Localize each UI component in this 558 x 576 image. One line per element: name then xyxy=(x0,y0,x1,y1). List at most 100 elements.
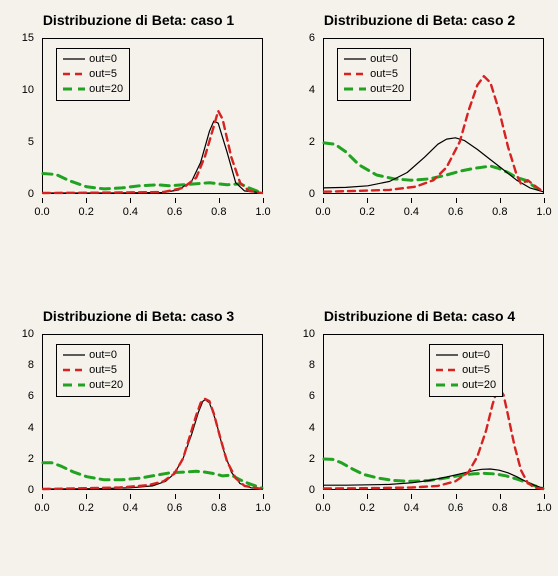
y-axis: 0246810 xyxy=(289,334,319,490)
plot-box: out=0 out=5 out=20 xyxy=(323,38,544,194)
series-s20 xyxy=(324,143,543,192)
x-axis: 0.00.20.40.60.81.0 xyxy=(42,198,263,224)
legend-swatch-icon xyxy=(436,350,458,360)
panel-caso-1: Distribuzione di Beta: caso 1 0 5 10 15 out… xyxy=(8,12,269,268)
plot-box: out=0 out=5 out=20 xyxy=(42,38,263,194)
x-tick-label: 0.4 xyxy=(404,206,419,218)
legend-item: out=0 xyxy=(344,52,404,67)
legend-item: out=5 xyxy=(63,363,123,378)
x-tick-label: 0.0 xyxy=(34,502,49,514)
legend-swatch-icon xyxy=(63,380,85,390)
legend-swatch-icon xyxy=(344,69,366,79)
x-tick-label: 0.4 xyxy=(404,502,419,514)
x-tick-label: 0.8 xyxy=(492,502,507,514)
y-tick-label: 5 xyxy=(28,136,34,148)
legend-item: out=20 xyxy=(63,378,123,393)
chart-grid: Distribuzione di Beta: caso 1 0 5 10 15 out… xyxy=(0,0,558,576)
panel-title: Distribuzione di Beta: caso 2 xyxy=(289,12,550,28)
legend: out=0 out=5 out=20 xyxy=(337,48,411,101)
x-axis: 0.00.20.40.60.81.0 xyxy=(42,494,263,520)
x-tick-label: 0.8 xyxy=(492,206,507,218)
y-tick-label: 10 xyxy=(22,84,34,96)
y-tick-label: 6 xyxy=(309,32,315,44)
y-tick-label: 10 xyxy=(22,328,34,340)
legend-label: out=5 xyxy=(462,364,490,376)
x-axis: 0.00.20.40.60.81.0 xyxy=(323,198,544,224)
legend-label: out=5 xyxy=(89,68,117,80)
y-tick-label: 4 xyxy=(309,84,315,96)
legend-item: out=0 xyxy=(63,348,123,363)
legend-swatch-icon xyxy=(63,84,85,94)
y-tick-label: 15 xyxy=(22,32,34,44)
x-tick-label: 1.0 xyxy=(255,502,270,514)
y-tick-label: 4 xyxy=(28,422,34,434)
legend-item: out=20 xyxy=(344,82,404,97)
legend-item: out=20 xyxy=(63,82,123,97)
x-tick-label: 0.8 xyxy=(211,206,226,218)
y-tick-label: 0 xyxy=(309,484,315,496)
y-tick-label: 2 xyxy=(28,453,34,465)
legend-swatch-icon xyxy=(63,365,85,375)
panel-caso-2: Distribuzione di Beta: caso 2 0 2 4 6 out=0… xyxy=(289,12,550,268)
y-axis: 051015 xyxy=(8,38,38,194)
legend-swatch-icon xyxy=(344,54,366,64)
legend-label: out=20 xyxy=(89,379,123,391)
panel-caso-3: Distribuzione di Beta: caso 3 0246810 ou… xyxy=(8,308,269,564)
y-tick-label: 8 xyxy=(309,359,315,371)
legend-label: out=0 xyxy=(89,53,117,65)
legend-label: out=0 xyxy=(89,349,117,361)
plot-area: 0246810 out=0out=5out=20 0.00.20.40.60.8… xyxy=(289,330,550,520)
x-tick-label: 0.4 xyxy=(123,206,138,218)
plot-area: 0246 out=0out=5out=20 0.00.20.40.60.81.0 xyxy=(289,34,550,224)
panel-caso-4: Distribuzione di Beta: caso 4 0246810 ou… xyxy=(289,308,550,564)
legend-swatch-icon xyxy=(63,350,85,360)
legend-label: out=20 xyxy=(370,83,404,95)
y-tick-label: 0 xyxy=(28,188,34,200)
plot-box: out=0 out=5 out=20 xyxy=(323,334,544,490)
y-tick-label: 0 xyxy=(28,484,34,496)
plot-area: 0246810 out=0out=5out=20 0.00.20.40.60.8… xyxy=(8,330,269,520)
legend-item: out=0 xyxy=(436,348,496,363)
legend-item: out=0 xyxy=(63,52,123,67)
x-tick-label: 0.6 xyxy=(167,502,182,514)
x-tick-label: 0.4 xyxy=(123,502,138,514)
x-tick-label: 0.2 xyxy=(79,502,94,514)
legend-item: out=20 xyxy=(436,378,496,393)
series-s0 xyxy=(324,138,543,192)
legend-label: out=5 xyxy=(370,68,398,80)
panel-title: Distribuzione di Beta: caso 3 xyxy=(8,308,269,324)
x-tick-label: 1.0 xyxy=(536,206,551,218)
plot-box: out=0 out=5 out=20 xyxy=(42,334,263,490)
x-axis: 0.00.20.40.60.81.0 xyxy=(323,494,544,520)
y-tick-label: 0 xyxy=(309,188,315,200)
x-tick-label: 1.0 xyxy=(536,502,551,514)
x-tick-label: 0.6 xyxy=(448,502,463,514)
x-tick-label: 0.2 xyxy=(79,206,94,218)
y-axis: 0246 xyxy=(289,38,319,194)
legend-label: out=5 xyxy=(89,364,117,376)
legend: out=0 out=5 out=20 xyxy=(429,344,503,397)
series-s20 xyxy=(43,174,262,194)
x-tick-label: 0.6 xyxy=(448,206,463,218)
y-tick-label: 2 xyxy=(309,136,315,148)
panel-title: Distribuzione di Beta: caso 1 xyxy=(8,12,269,28)
legend-label: out=0 xyxy=(370,53,398,65)
x-tick-label: 0.0 xyxy=(34,206,49,218)
x-tick-label: 0.0 xyxy=(315,502,330,514)
legend-item: out=5 xyxy=(63,67,123,82)
x-tick-label: 0.2 xyxy=(360,206,375,218)
legend-swatch-icon xyxy=(436,365,458,375)
y-tick-label: 2 xyxy=(309,453,315,465)
plot-area: 051015 out=0out=5out=20 0.00.20.40.60.81… xyxy=(8,34,269,224)
series-s5 xyxy=(43,111,262,193)
y-tick-label: 8 xyxy=(28,359,34,371)
x-tick-label: 1.0 xyxy=(255,206,270,218)
x-tick-label: 0.2 xyxy=(360,502,375,514)
legend: out=0 out=5 out=20 xyxy=(56,48,130,101)
y-tick-label: 6 xyxy=(309,390,315,402)
legend-swatch-icon xyxy=(344,84,366,94)
legend-label: out=20 xyxy=(462,379,496,391)
legend-label: out=20 xyxy=(89,83,123,95)
panel-title: Distribuzione di Beta: caso 4 xyxy=(289,308,550,324)
legend-label: out=0 xyxy=(462,349,490,361)
